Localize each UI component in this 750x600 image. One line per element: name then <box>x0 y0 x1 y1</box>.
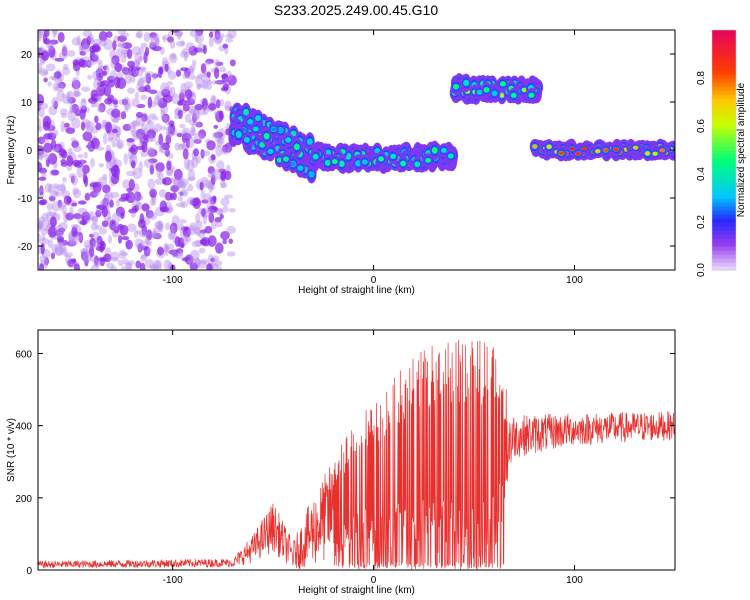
y-axis-label: SNR (10 * v/v) <box>6 418 17 482</box>
colorbar-label: Normalized spectral amplitude <box>736 82 747 217</box>
snr-frame <box>37 329 676 571</box>
colorbar: 0.0 0.2 0.4 0.6 0.8 Normalized spectral ampli… <box>696 29 747 277</box>
y-tick-label: 200 <box>15 494 32 505</box>
x-axis-label: Height of straight line (km) <box>298 285 415 296</box>
x-tick-label: 0 <box>371 275 377 286</box>
x-tick-label: -100 <box>163 575 183 586</box>
spectral-segment <box>308 140 459 174</box>
spectral-segment <box>449 73 544 105</box>
colorbar-tick-label: 0.2 <box>696 215 707 229</box>
figure-title: S233.2025.249.00.45.G10 <box>274 2 438 18</box>
y-tick-label: 20 <box>21 50 33 61</box>
colorbar-tick-label: 0.4 <box>696 167 707 181</box>
colorbar-tick-label: 0.8 <box>696 71 707 85</box>
x-tick-label: 100 <box>566 575 583 586</box>
x-tick-label: 100 <box>566 275 583 286</box>
spectrogram-energy <box>38 30 675 270</box>
snr-plot: -100 0 100 0 200 400 600 Height of straight lin… <box>6 329 676 596</box>
spectral-segment <box>38 30 237 270</box>
colorbar-tick-label: 0.0 <box>696 263 707 277</box>
x-axis-label: Height of straight line (km) <box>298 585 415 596</box>
y-tick-label: 0 <box>26 566 32 577</box>
y-tick-label: -10 <box>18 194 33 205</box>
y-tick-label: 10 <box>21 98 33 109</box>
y-tick-label: 400 <box>15 422 32 433</box>
y-tick-label: 0 <box>26 146 32 157</box>
colorbar-tick-label: 0.6 <box>696 119 707 133</box>
x-tick-label: 0 <box>371 575 377 586</box>
spectral-segment <box>228 102 318 184</box>
y-tick-label: -20 <box>18 242 33 253</box>
y-axis-label: Frequency (Hz) <box>6 116 17 185</box>
snr-series-line <box>38 340 675 570</box>
spectral-segment <box>529 138 675 162</box>
y-tick-label: 600 <box>15 349 32 360</box>
x-tick-label: -100 <box>163 275 183 286</box>
